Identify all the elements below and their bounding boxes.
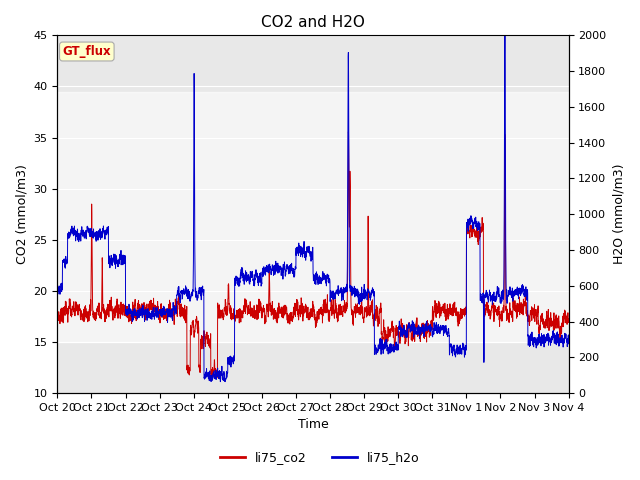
Title: CO2 and H2O: CO2 and H2O [261, 15, 365, 30]
Y-axis label: CO2 (mmol/m3): CO2 (mmol/m3) [15, 164, 28, 264]
Text: GT_flux: GT_flux [63, 45, 111, 58]
Bar [58, 92, 568, 342]
X-axis label: Time: Time [298, 419, 328, 432]
Y-axis label: H2O (mmol/m3): H2O (mmol/m3) [612, 164, 625, 264]
Legend: li75_co2, li75_h2o: li75_co2, li75_h2o [215, 446, 425, 469]
